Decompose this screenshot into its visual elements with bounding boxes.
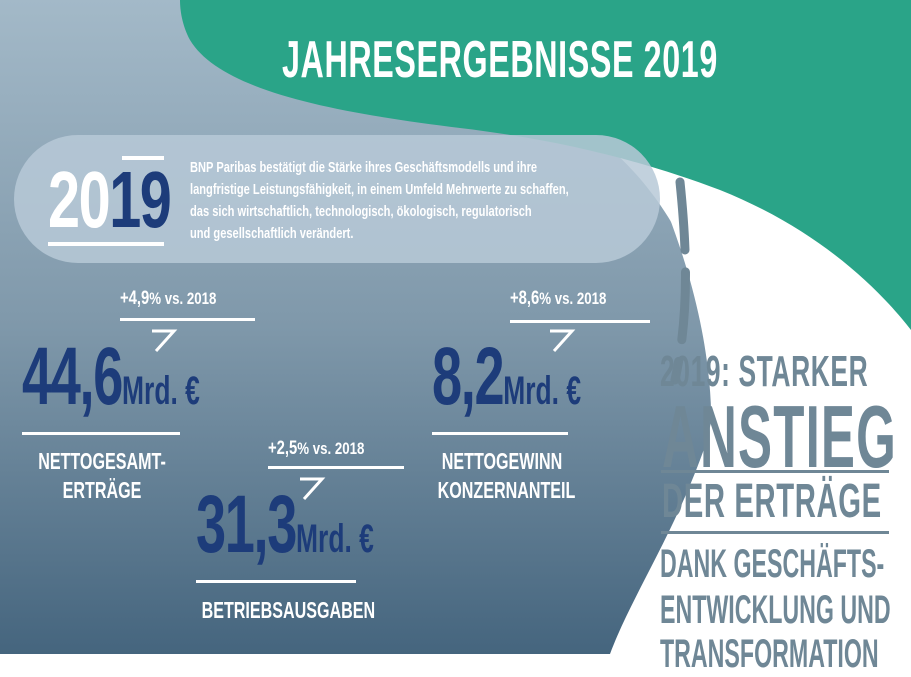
trend-up-icon [152, 329, 178, 353]
kpi-value-revenue: 44,6Mrd. € [22, 331, 200, 422]
headline-line-3: DER ERTRÄGE [662, 475, 882, 528]
kpi-rule [196, 580, 356, 583]
headline-rule [661, 470, 889, 473]
kpi-change-net-income: +8,6% vs. 2018 [510, 288, 607, 309]
kpi-label-revenue: NETTOGESAMT- ERTRÄGE [38, 448, 166, 503]
year-rule-top [122, 156, 164, 160]
kpi-label-expenses: BETRIEBSAUSGABEN [201, 597, 376, 623]
headline-line-2: ANSTIEG [662, 387, 897, 486]
intro-line: das sich wirtschaftlich, technologisch, … [190, 203, 532, 220]
page-title: JAHRESERGEBNISSE 2019 [282, 31, 718, 89]
kpi-change-expenses: +2,5% vs. 2018 [268, 438, 365, 459]
kpi-rule [22, 432, 180, 435]
kpi-rule [268, 466, 404, 469]
year-badge: 2019 [48, 155, 172, 244]
kpi-change-revenue: +4,9% vs. 2018 [120, 288, 217, 309]
trend-up-icon [550, 329, 576, 353]
headline-line-4: DANK GESCHÄFTS- [660, 542, 885, 586]
kpi-rule [432, 432, 568, 435]
kpi-rule [510, 320, 650, 323]
headline-line-6: TRANSFORMATION [660, 632, 879, 676]
headline-line-1: 2019: STARKER [660, 347, 869, 396]
intro-line: BNP Paribas bestätigt die Stärke ihres G… [190, 159, 538, 176]
intro-line: und gesellschaftlich verändert. [190, 225, 354, 242]
kpi-rule [120, 318, 255, 321]
intro-text: BNP Paribas bestätigt die Stärke ihres G… [190, 157, 723, 245]
headline-rule [661, 531, 889, 534]
year-rule-bottom [48, 242, 164, 246]
kpi-label-net-income: NETTOGEWINN KONZERNANTEIL [437, 448, 576, 503]
trend-up-icon [300, 477, 326, 501]
kpi-value-net-income: 8,2Mrd. € [432, 331, 582, 422]
kpi-value-expenses: 31,3Mrd. € [196, 479, 374, 570]
intro-panel [14, 135, 660, 263]
headline-line-5: ENTWICKLUNG UND [660, 588, 891, 632]
intro-line: langfristige Leistungsfähigkeit, in eine… [190, 181, 569, 198]
